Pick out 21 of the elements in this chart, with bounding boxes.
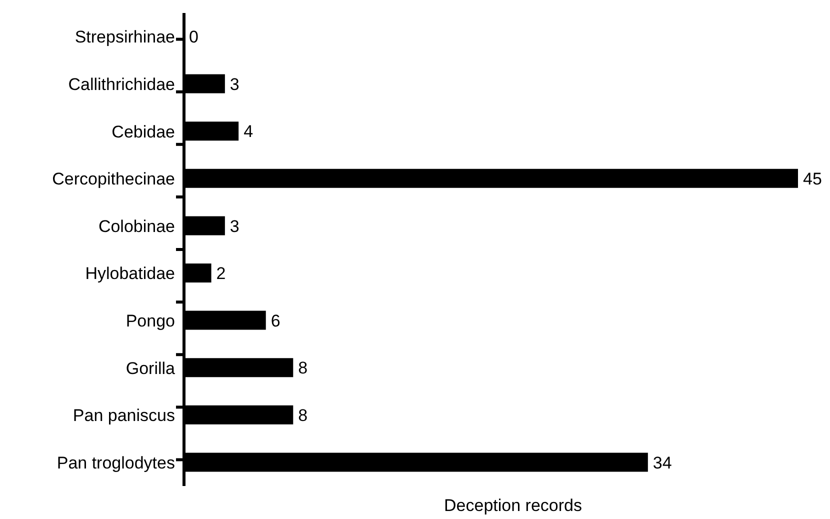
y-tick-label: Gorilla [126, 358, 176, 378]
data-label: 2 [216, 264, 226, 284]
y-tick-label: Hylobatidae [85, 264, 175, 284]
y-tick-label: Pongo [126, 311, 175, 330]
y-tick-label: Strepsirhinae [74, 28, 175, 47]
data-label: 34 [652, 453, 672, 472]
y-tick-label: Pan paniscus [72, 406, 175, 426]
data-label: 45 [803, 170, 822, 188]
y-tick-label: Pan troglodytes [56, 453, 175, 472]
data-label: 6 [270, 311, 280, 330]
x-axis-title: Deception records [443, 496, 583, 516]
data-label: 8 [298, 406, 308, 425]
data-label: 8 [298, 358, 308, 378]
y-tick-label: Callithrichidae [68, 74, 175, 94]
y-tick-label: Cebidae [112, 122, 175, 142]
y-tick-label: Colobinae [98, 216, 175, 236]
data-label: 4 [244, 122, 254, 142]
data-label: 3 [230, 74, 240, 94]
y-tick-label: Cercopithecinae [52, 170, 175, 189]
data-label: 0 [189, 28, 198, 47]
data-label: 3 [230, 216, 240, 236]
